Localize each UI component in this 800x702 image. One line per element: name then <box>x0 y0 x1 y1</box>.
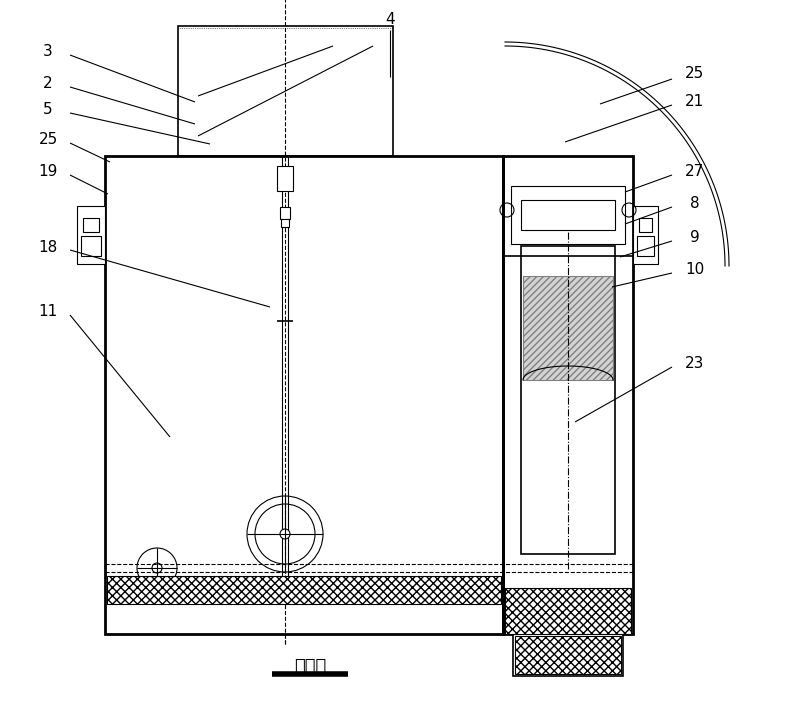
Text: 2: 2 <box>43 77 53 91</box>
Text: 11: 11 <box>38 305 58 319</box>
Text: 25: 25 <box>686 67 705 81</box>
Text: 5: 5 <box>43 102 53 117</box>
Bar <box>521 200 615 230</box>
Bar <box>77 206 105 264</box>
Text: 9: 9 <box>690 230 700 246</box>
Bar <box>178 26 393 156</box>
Bar <box>515 636 621 674</box>
Bar <box>639 218 652 232</box>
Bar <box>521 246 615 554</box>
Bar <box>503 156 633 634</box>
Bar <box>523 276 613 380</box>
Bar <box>633 206 658 264</box>
Bar <box>81 236 101 256</box>
Text: 4: 4 <box>385 13 395 27</box>
Text: 21: 21 <box>686 95 705 110</box>
Bar <box>511 186 625 244</box>
Bar <box>107 576 501 604</box>
Bar <box>637 236 654 256</box>
Text: 25: 25 <box>38 133 58 147</box>
Bar <box>277 166 293 191</box>
Circle shape <box>280 529 290 539</box>
Bar <box>105 156 503 634</box>
Text: 10: 10 <box>686 263 705 277</box>
Text: 8: 8 <box>690 197 700 211</box>
Text: 23: 23 <box>686 357 705 371</box>
Text: 18: 18 <box>38 239 58 255</box>
Bar <box>281 219 289 227</box>
Bar <box>505 588 631 634</box>
Bar <box>83 218 99 232</box>
Text: 3: 3 <box>43 44 53 60</box>
Text: 左视图: 左视图 <box>294 658 326 676</box>
Text: 27: 27 <box>686 164 705 180</box>
Bar <box>280 207 290 219</box>
Text: 19: 19 <box>38 164 58 180</box>
Bar <box>513 634 623 676</box>
